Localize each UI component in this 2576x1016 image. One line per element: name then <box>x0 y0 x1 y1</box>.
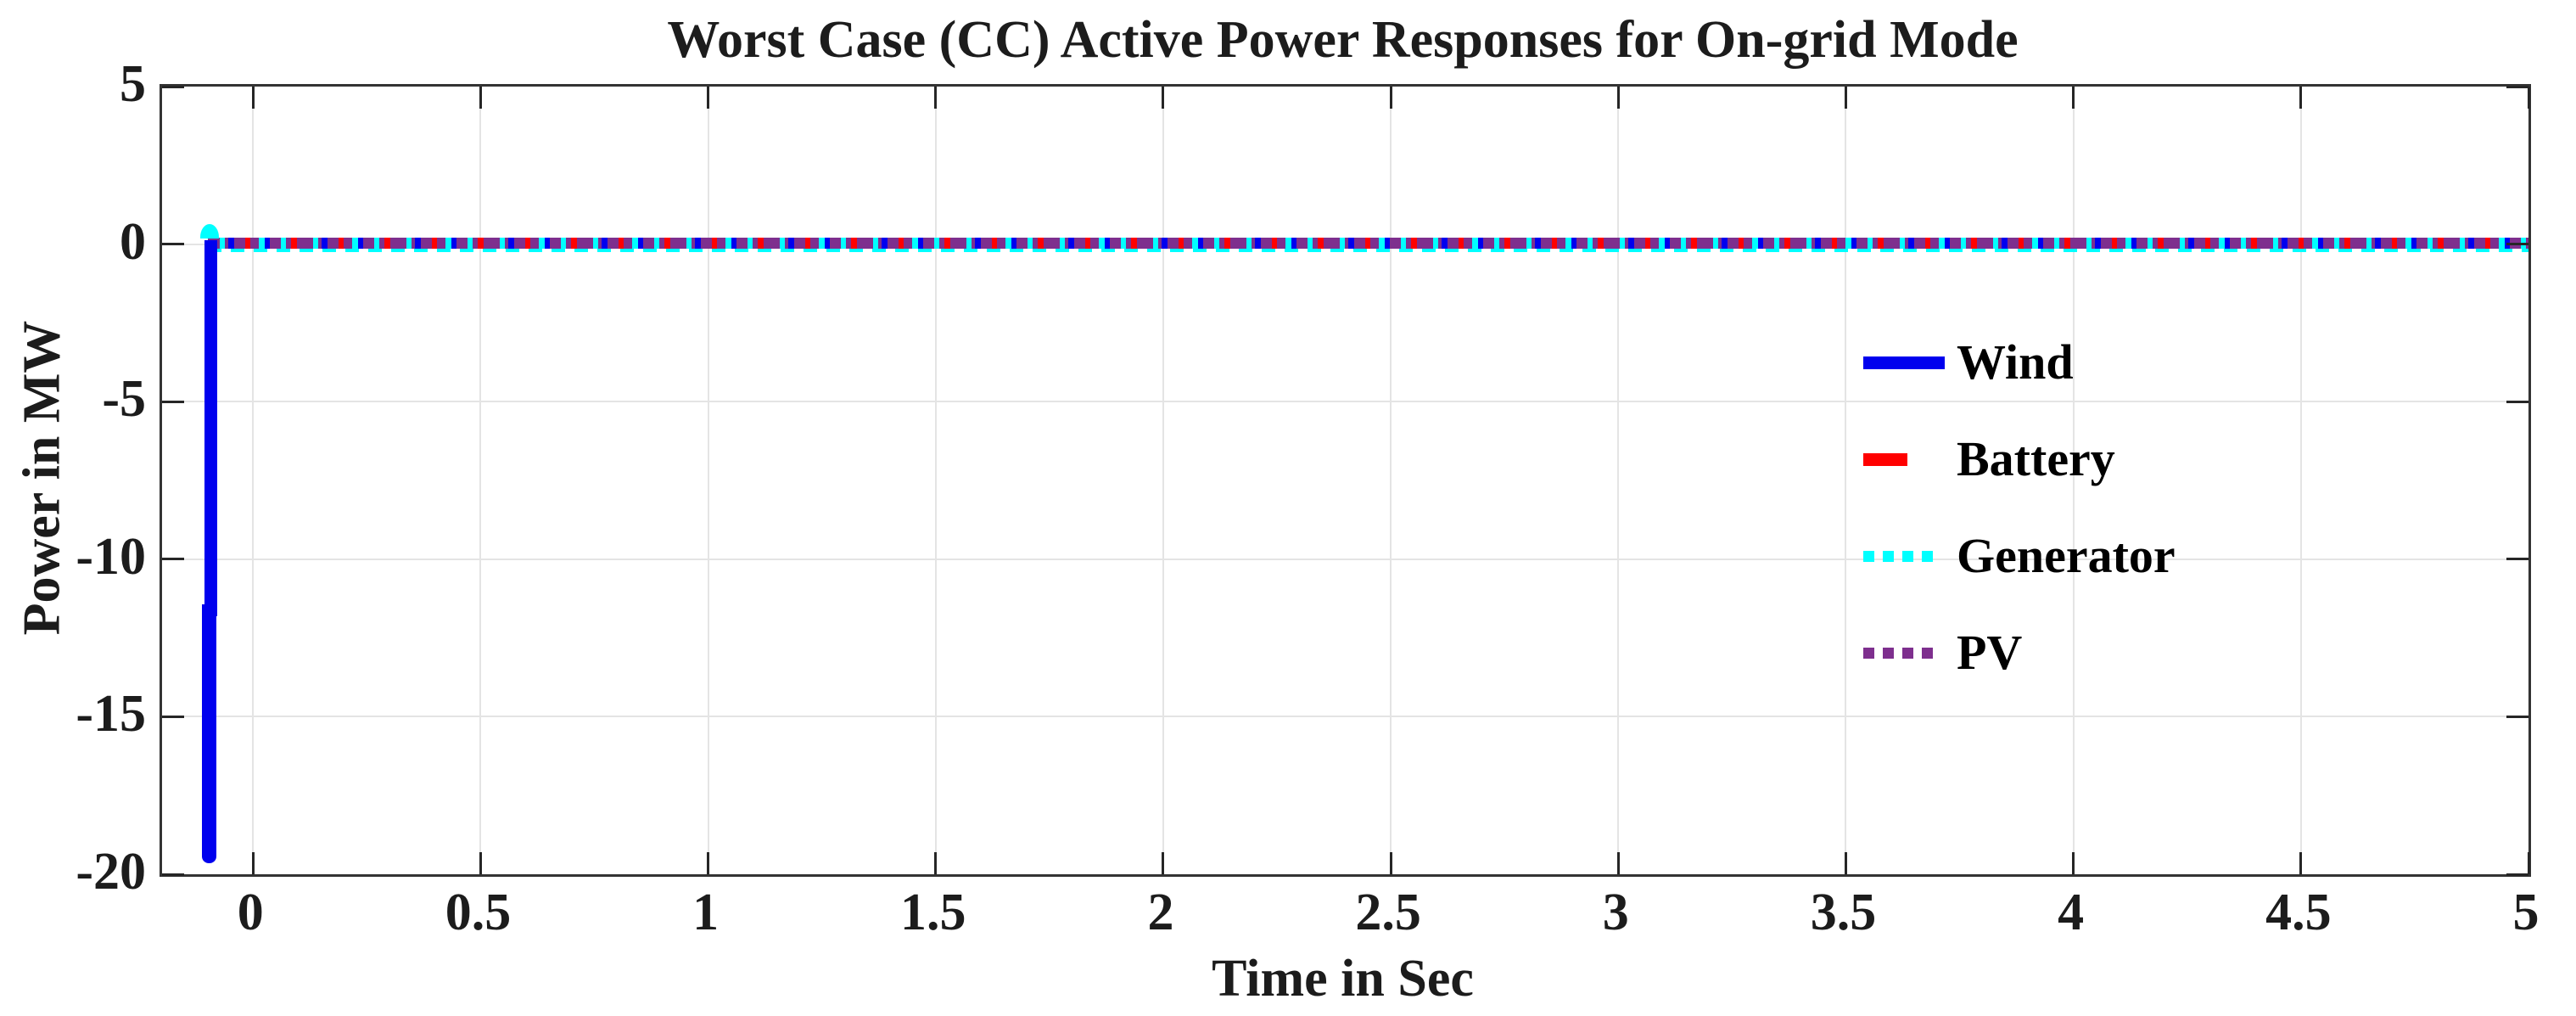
legend-item-wind: Wind <box>1863 314 2176 411</box>
x-tick-label: 1 <box>692 884 720 941</box>
legend-label: Battery <box>1957 431 2115 486</box>
x-tick-label: 4 <box>2058 884 2085 941</box>
legend-label: PV <box>1957 625 2023 680</box>
y-tick-right <box>2506 558 2528 561</box>
y-tick-right <box>2506 715 2528 718</box>
x-gridline <box>1617 87 1620 874</box>
y-tick-left <box>162 85 184 88</box>
y-gridline <box>162 401 2528 403</box>
x-tick-bottom <box>1844 852 1847 874</box>
y-tick-left <box>162 400 184 403</box>
x-tick-bottom <box>2299 852 2303 874</box>
legend-item-pv: PV <box>1863 604 2176 701</box>
x-tick-bottom <box>2527 852 2530 874</box>
y-tick-right <box>2506 243 2528 246</box>
x-tick-label: 5 <box>2512 884 2540 941</box>
legend-sample-dotted <box>1863 647 1945 659</box>
legend-line-dot <box>1883 550 1894 562</box>
legend-item-battery: Battery <box>1863 411 2176 508</box>
y-tick-label: -10 <box>76 527 146 586</box>
x-tick-top <box>251 87 255 109</box>
y-tick-left <box>162 243 184 246</box>
x-tick-top <box>1844 87 1847 109</box>
x-tick-label: 2 <box>1147 884 1174 941</box>
y-tick-label: -15 <box>76 685 146 744</box>
y-tick-right <box>2506 400 2528 403</box>
y-gridline <box>162 558 2528 560</box>
x-gridline <box>252 87 255 874</box>
x-tick-bottom <box>707 852 710 874</box>
x-tick-top <box>707 87 710 109</box>
legend-label: Wind <box>1957 334 2074 390</box>
x-tick-bottom <box>1389 852 1392 874</box>
x-gridline <box>2299 87 2302 874</box>
y-tick-right <box>2506 85 2528 88</box>
legend-sample-solid <box>1863 356 1945 369</box>
legend-line-dot <box>1863 550 1874 562</box>
wind-spike-tip <box>202 604 216 863</box>
x-tick-top <box>2299 87 2303 109</box>
x-tick-bottom <box>251 852 255 874</box>
x-tick-top <box>1389 87 1392 109</box>
y-tick-label: 5 <box>120 55 146 113</box>
x-gridline <box>1845 87 1847 874</box>
overlaid-zero-lines <box>208 238 2528 249</box>
x-tick-bottom <box>934 852 938 874</box>
x-tick-top <box>934 87 938 109</box>
legend-line-dot <box>1922 647 1933 659</box>
chart-title: Worst Case (CC) Active Power Responses f… <box>667 11 2019 69</box>
generator-zero-line <box>208 249 2528 252</box>
legend-line-dot <box>1902 647 1913 659</box>
wind-spike-segment <box>204 240 217 616</box>
x-tick-top <box>1162 87 1165 109</box>
legend-line-dot <box>1883 647 1894 659</box>
legend-sample-dotted <box>1863 550 1945 562</box>
y-tick-right <box>2506 873 2528 876</box>
y-tick-label: -20 <box>76 843 146 901</box>
y-tick-left <box>162 715 184 718</box>
x-tick-label: 0 <box>237 884 264 941</box>
y-gridline <box>162 716 2528 718</box>
x-gridline <box>479 87 482 874</box>
legend-line-dashed <box>1863 452 1907 466</box>
legend-line-dot <box>1863 647 1874 659</box>
legend-line-solid <box>1863 356 1945 369</box>
legend-label: Generator <box>1957 528 2176 583</box>
x-tick-bottom <box>479 852 482 874</box>
x-gridline <box>934 87 937 874</box>
x-tick-top <box>1616 87 1620 109</box>
y-tick-left <box>162 558 184 561</box>
x-tick-top <box>479 87 482 109</box>
x-tick-bottom <box>1616 852 1620 874</box>
plot-area <box>160 84 2531 877</box>
x-tick-bottom <box>2072 852 2075 874</box>
x-gridline <box>707 87 709 874</box>
y-axis-label: Power in MW <box>13 320 71 636</box>
x-tick-bottom <box>1162 852 1165 874</box>
x-tick-label: 3 <box>1602 884 1629 941</box>
x-gridline <box>1162 87 1164 874</box>
x-tick-label: 2.5 <box>1355 884 1421 941</box>
x-tick-label: 3.5 <box>1810 884 1877 941</box>
generator-bump <box>200 224 219 239</box>
x-tick-label: 0.5 <box>445 884 512 941</box>
y-tick-left <box>162 873 184 876</box>
legend-line-dot <box>1902 550 1913 562</box>
legend-sample-dashed <box>1863 452 1945 466</box>
legend-line-dot <box>1922 550 1933 562</box>
x-axis-label: Time in Sec <box>1212 950 1474 1008</box>
x-gridline <box>1390 87 1392 874</box>
x-gridline <box>2072 87 2075 874</box>
legend: Wind Battery Generator PV <box>1863 314 2176 701</box>
legend-item-generator: Generator <box>1863 508 2176 604</box>
y-tick-label: -5 <box>102 370 146 429</box>
x-tick-label: 1.5 <box>900 884 966 941</box>
y-tick-label: 0 <box>120 212 146 271</box>
x-tick-label: 4.5 <box>2265 884 2332 941</box>
x-tick-top <box>2072 87 2075 109</box>
x-tick-top <box>2527 87 2530 109</box>
